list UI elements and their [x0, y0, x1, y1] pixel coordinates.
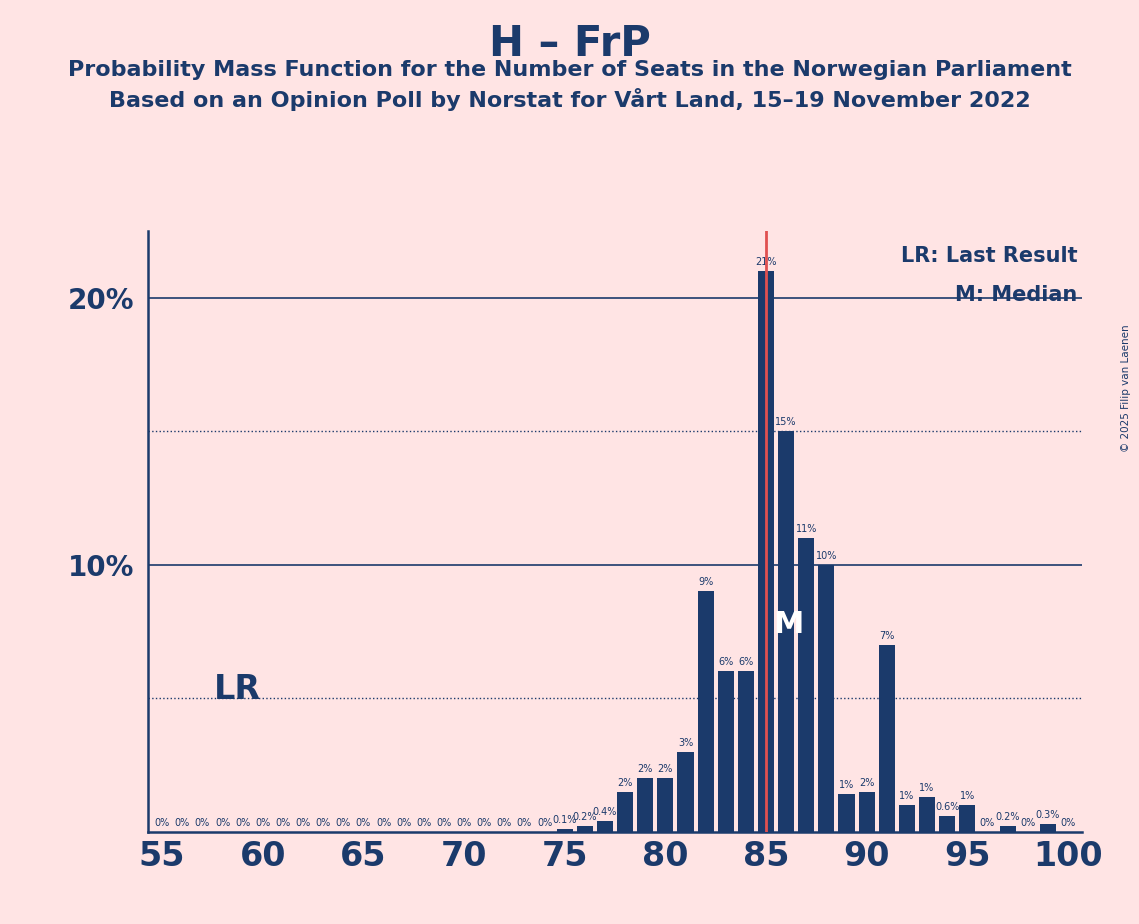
Text: 6%: 6% — [738, 658, 754, 667]
Text: M: M — [773, 610, 803, 638]
Text: 1%: 1% — [960, 791, 975, 801]
Bar — [818, 565, 835, 832]
Text: 2%: 2% — [657, 764, 673, 774]
Text: 0%: 0% — [295, 818, 311, 828]
Text: LR: LR — [213, 674, 261, 707]
Text: 2%: 2% — [859, 778, 875, 787]
Text: 0%: 0% — [155, 818, 170, 828]
Text: 0.2%: 0.2% — [573, 812, 597, 822]
Text: 2%: 2% — [638, 764, 653, 774]
Bar — [637, 778, 654, 832]
Bar — [959, 805, 975, 832]
Text: 1%: 1% — [839, 780, 854, 790]
Bar — [859, 792, 875, 832]
Text: 9%: 9% — [698, 578, 713, 588]
Text: 10%: 10% — [816, 551, 837, 561]
Text: 0%: 0% — [436, 818, 451, 828]
Text: 11%: 11% — [796, 524, 817, 534]
Text: 0.1%: 0.1% — [552, 815, 577, 825]
Bar — [576, 826, 593, 832]
Bar — [838, 795, 854, 832]
Bar — [757, 271, 775, 832]
Text: 1%: 1% — [919, 783, 935, 793]
Text: 7%: 7% — [879, 631, 894, 640]
Text: 0.4%: 0.4% — [592, 807, 617, 817]
Bar — [899, 805, 915, 832]
Text: 0%: 0% — [536, 818, 552, 828]
Bar — [919, 796, 935, 832]
Bar — [597, 821, 613, 832]
Text: 0%: 0% — [336, 818, 351, 828]
Text: 3%: 3% — [678, 737, 694, 748]
Text: 0.6%: 0.6% — [935, 802, 959, 811]
Bar — [798, 538, 814, 832]
Text: 21%: 21% — [755, 257, 777, 267]
Text: 0%: 0% — [235, 818, 251, 828]
Text: 0%: 0% — [980, 818, 995, 828]
Text: 0%: 0% — [174, 818, 190, 828]
Bar — [557, 829, 573, 832]
Text: 0%: 0% — [1060, 818, 1075, 828]
Text: 0%: 0% — [517, 818, 532, 828]
Bar — [879, 645, 895, 832]
Text: 0%: 0% — [215, 818, 230, 828]
Text: 0%: 0% — [1021, 818, 1035, 828]
Text: 0%: 0% — [195, 818, 210, 828]
Text: © 2025 Filip van Laenen: © 2025 Filip van Laenen — [1121, 324, 1131, 452]
Bar — [1040, 823, 1056, 832]
Text: 0%: 0% — [416, 818, 432, 828]
Text: Probability Mass Function for the Number of Seats in the Norwegian Parliament: Probability Mass Function for the Number… — [67, 60, 1072, 80]
Text: 0%: 0% — [255, 818, 270, 828]
Text: 0%: 0% — [476, 818, 492, 828]
Text: 2%: 2% — [617, 778, 633, 787]
Text: 0.3%: 0.3% — [1035, 809, 1060, 820]
Text: Based on an Opinion Poll by Norstat for Vårt Land, 15–19 November 2022: Based on an Opinion Poll by Norstat for … — [108, 88, 1031, 111]
Text: H – FrP: H – FrP — [489, 23, 650, 65]
Text: 0%: 0% — [276, 818, 290, 828]
Text: 6%: 6% — [719, 658, 734, 667]
Text: 1%: 1% — [900, 791, 915, 801]
Text: 0%: 0% — [355, 818, 371, 828]
Text: 0.2%: 0.2% — [995, 812, 1019, 822]
Bar — [678, 751, 694, 832]
Text: 0%: 0% — [396, 818, 411, 828]
Bar — [778, 432, 794, 832]
Text: 0%: 0% — [497, 818, 511, 828]
Text: 15%: 15% — [776, 418, 797, 427]
Bar — [940, 816, 956, 832]
Text: M: Median: M: Median — [956, 285, 1077, 305]
Bar — [657, 778, 673, 832]
Bar — [718, 672, 734, 832]
Bar — [1000, 826, 1016, 832]
Bar — [738, 672, 754, 832]
Text: 0%: 0% — [376, 818, 391, 828]
Text: 0%: 0% — [457, 818, 472, 828]
Text: LR: Last Result: LR: Last Result — [901, 246, 1077, 266]
Bar — [697, 591, 714, 832]
Text: 0%: 0% — [316, 818, 330, 828]
Bar — [617, 792, 633, 832]
